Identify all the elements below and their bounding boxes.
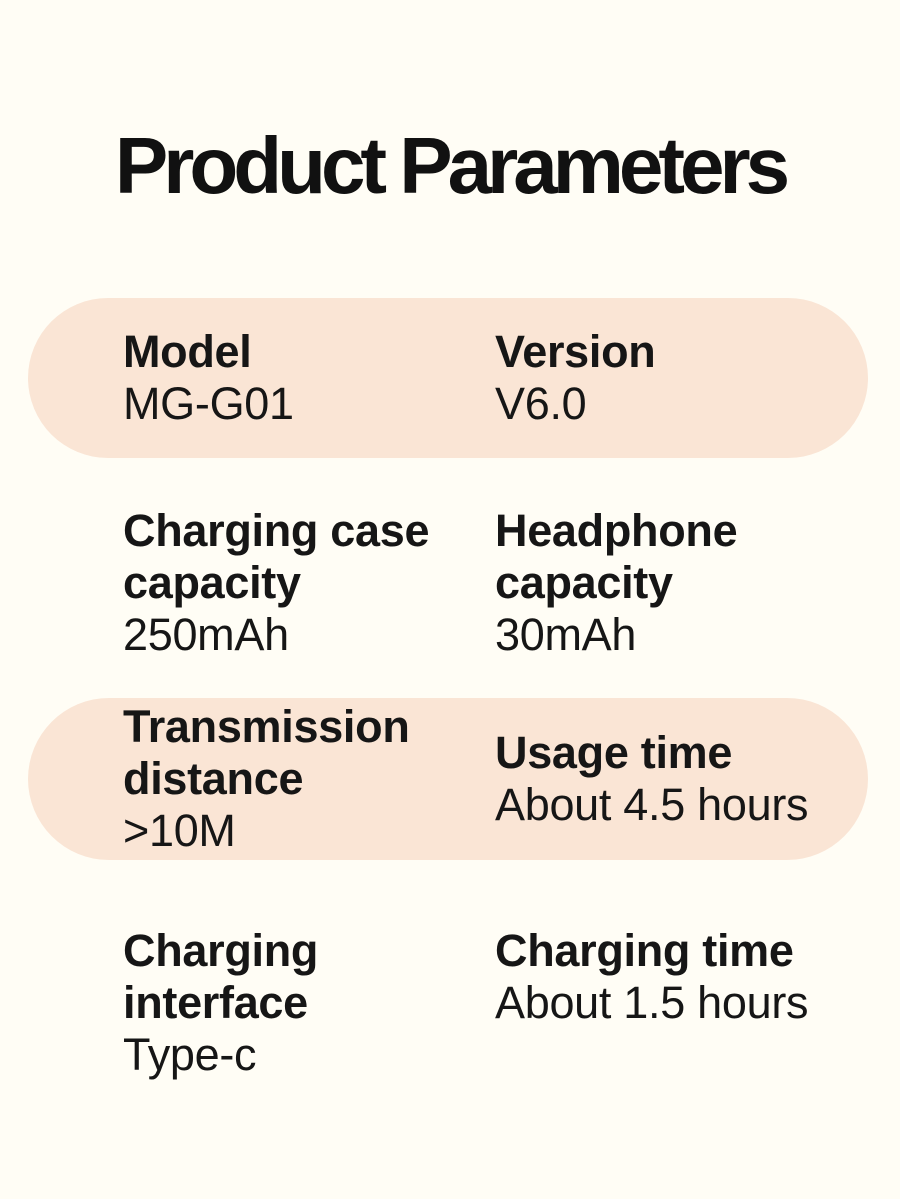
spec-label: Charging interface: [123, 925, 319, 1028]
spec-cell-model: Model MG-G01: [123, 326, 495, 430]
spec-cell-version: Version V6.0: [495, 326, 868, 430]
spec-value: About 1.5 hours: [495, 977, 809, 1028]
spec-cell-charging-case-capacity: Charging case capacity 250mAh: [123, 505, 495, 661]
spec-cell-charging-interface: Charging interface Type-c: [123, 925, 495, 1081]
spec-cell-transmission-distance: Transmission distance >10M: [123, 701, 495, 857]
spec-label: Version: [495, 326, 656, 377]
spec-label: Usage time: [495, 727, 733, 778]
spec-value: V6.0: [495, 378, 587, 429]
spec-row-model-version: Model MG-G01 Version V6.0: [28, 298, 868, 458]
spec-value: 250mAh: [123, 608, 289, 660]
spec-value: Type-c: [123, 1029, 257, 1080]
spec-cell-charging-time: Charging time About 1.5 hours: [495, 925, 868, 1029]
spec-label: Charging time: [495, 925, 794, 976]
spec-value: About 4.5 hours: [495, 779, 809, 830]
spec-label: Headphone capacity: [495, 504, 738, 608]
spec-label: Transmission distance: [123, 701, 410, 804]
spec-value: >10M: [123, 805, 236, 856]
spec-label: Charging case capacity: [123, 504, 430, 608]
spec-row-charging: Charging interface Type-c Charging time …: [28, 925, 868, 1095]
spec-value: 30mAh: [495, 608, 637, 660]
spec-cell-usage-time: Usage time About 4.5 hours: [495, 727, 868, 831]
spec-cell-headphone-capacity: Headphone capacity 30mAh: [495, 505, 868, 661]
spec-value: MG-G01: [123, 378, 294, 429]
spec-row-distance-usage: Transmission distance >10M Usage time Ab…: [28, 698, 868, 860]
spec-label: Model: [123, 326, 252, 377]
spec-row-capacity: Charging case capacity 250mAh Headphone …: [28, 500, 868, 665]
page-title: Product Parameters: [114, 121, 790, 210]
